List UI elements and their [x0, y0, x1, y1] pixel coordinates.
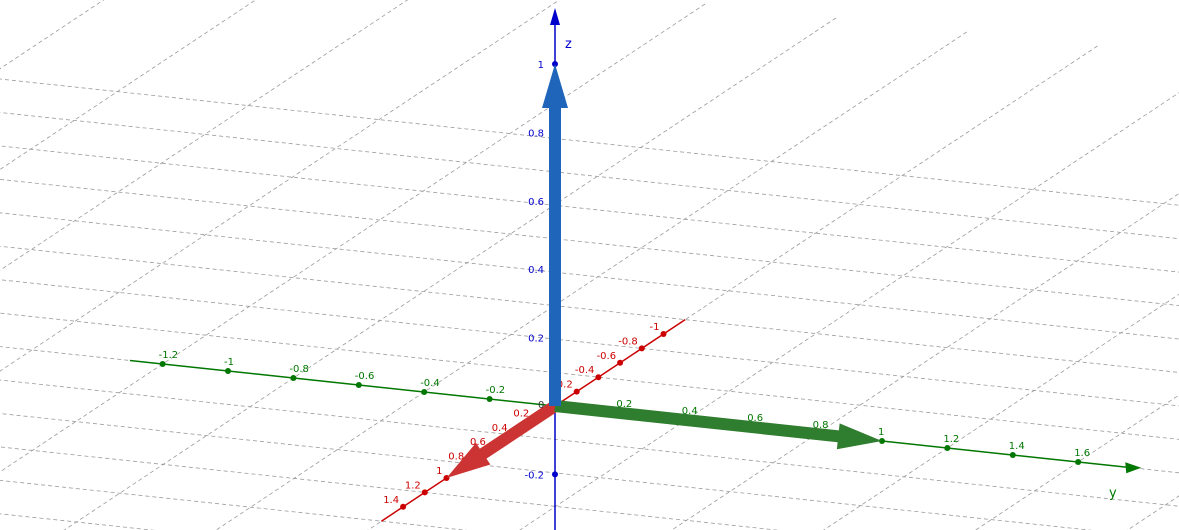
y-axis-tick: [290, 375, 297, 381]
axes: -1-0.8-0.6-0.4-0.20.20.40.60.811.21.4-1.…: [129, 7, 1142, 530]
grid-line: [975, 394, 1179, 530]
grid-line: [0, 0, 105, 70]
grid-line: [0, 178, 1179, 306]
y-axis-tick-label: -1: [224, 357, 234, 368]
z-axis-tick-label: 0.2: [528, 334, 544, 345]
vectors: [446, 64, 882, 478]
origin-label: 0: [538, 400, 544, 411]
y-axis-tick: [486, 396, 493, 402]
x-axis-tick: [617, 359, 624, 366]
x-axis-tick-label: -0.4: [575, 365, 595, 376]
y-axis-tick-label: 0.8: [813, 420, 829, 431]
grid-line: [0, 112, 1179, 240]
grid-line: [1059, 158, 1179, 530]
z-axis-tick-label: 1: [538, 60, 544, 71]
x-axis-tick: [660, 331, 667, 337]
x-axis-tick-label: -0.8: [618, 336, 638, 347]
y-axis-name: y: [1109, 486, 1117, 501]
grid-line: [0, 279, 1179, 407]
grid-line: [1126, 495, 1179, 530]
y-axis-arrowhead: [1125, 462, 1142, 474]
x-axis-tick: [573, 388, 580, 395]
x-axis-tick-label: 0.4: [492, 423, 508, 434]
z-axis-tick-label: -0.2: [524, 470, 544, 481]
x-axis-tick-label: 1.2: [405, 480, 421, 491]
x-axis-tick-label: -1: [650, 322, 660, 333]
y-axis-tick-label: -0.4: [420, 378, 440, 389]
x-axis-tick-label: -0.2: [553, 380, 573, 391]
grid-line: [63, 17, 837, 530]
y-axis-tick: [159, 361, 166, 367]
y-axis-tick: [1009, 452, 1016, 458]
grid-line: [0, 513, 155, 530]
vector-k[interactable]: [542, 64, 568, 406]
axis-labels: z y 0: [538, 37, 1117, 501]
grid-line: [797, 130, 1179, 530]
y-axis-tick: [421, 389, 428, 395]
grid-line: [0, 0, 560, 372]
x-axis-tick-label: 1.4: [383, 495, 399, 506]
x-axis-tick: [400, 503, 407, 510]
grid-line: [0, 245, 1179, 373]
y-axis-tick: [1075, 459, 1082, 465]
x-axis-tick-label: 0.6: [470, 437, 486, 448]
z-axis-tick-label: 0.6: [528, 197, 544, 208]
x-axis-tick-label: -0.6: [597, 351, 617, 362]
grid-line: [0, 0, 257, 170]
y-axis-tick-label: 0.4: [682, 406, 698, 417]
grid-line: [928, 144, 1179, 530]
z-axis-tick-label: 0.8: [528, 128, 544, 139]
y-axis-tick: [944, 445, 951, 451]
y-axis-tick-label: 0.2: [616, 399, 632, 410]
y-axis-tick-label: 1.4: [1009, 441, 1025, 452]
y-axis-tick-label: 1.6: [1074, 448, 1090, 459]
y-axis-tick: [225, 368, 231, 374]
vector-j[interactable]: [554, 400, 882, 450]
x-axis-tick: [638, 345, 645, 352]
x-axis-tick: [595, 374, 602, 381]
grid-line: [823, 293, 1179, 530]
grid-line: [0, 461, 1179, 530]
vector-i[interactable]: [446, 401, 559, 478]
y-axis-tick-label: -1.2: [159, 350, 179, 361]
grid-line: [0, 433, 1179, 530]
y-axis-tick: [355, 382, 362, 388]
x-axis-tick-label: 0.2: [513, 408, 529, 419]
grid-line: [0, 379, 1179, 507]
y-axis-tick-label: 1: [878, 427, 884, 438]
y-axis-tick-label: 0.6: [747, 413, 763, 424]
grid-line: [0, 404, 1179, 530]
grid-line: [671, 193, 1179, 530]
y-axis-tick-label: -0.8: [289, 364, 309, 375]
grid-line: [0, 346, 1179, 474]
y-axis-tick-label: 1.2: [943, 434, 959, 445]
grid-line: [0, 0, 409, 271]
x-axis-tick-label: 1: [436, 466, 442, 477]
x-axis-tick-label: 0.8: [448, 452, 464, 463]
y-axis-tick-label: -0.6: [355, 371, 375, 382]
z-axis-tick: [552, 471, 558, 478]
x-axis-tick: [421, 489, 428, 496]
z-axis-arrowhead: [550, 7, 560, 25]
y-axis-tick-label: -0.2: [486, 385, 506, 396]
z-axis-tick-label: 0.4: [528, 265, 544, 276]
grid-line: [519, 92, 1179, 530]
z-axis-name: z: [565, 37, 572, 52]
